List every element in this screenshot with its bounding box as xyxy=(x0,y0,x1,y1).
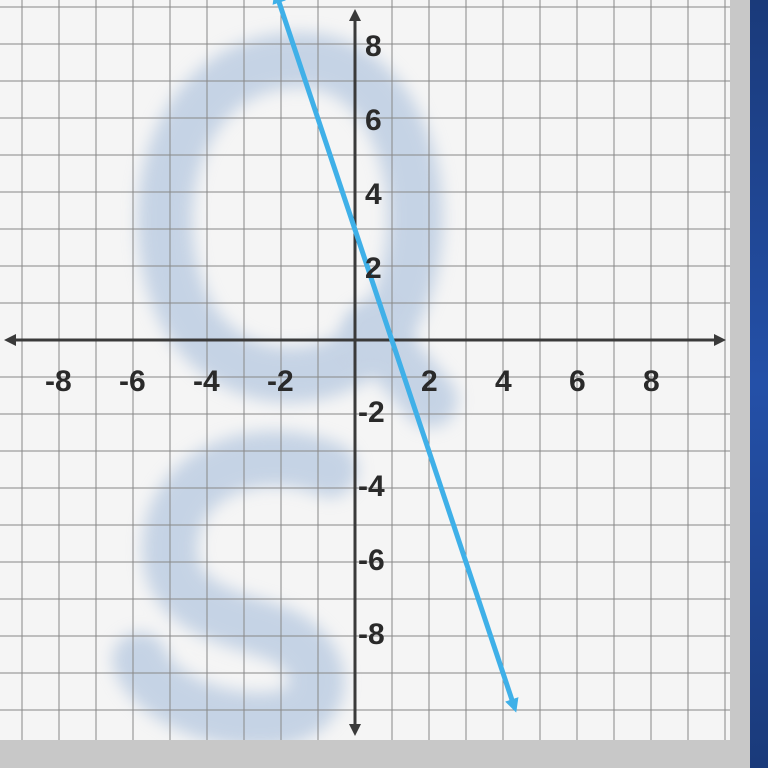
y-tick-n2: -2 xyxy=(358,396,385,430)
coordinate-plane: 8 6 4 2 -2 -4 -6 -8 -8 -6 -4 -2 2 4 6 8 xyxy=(0,0,730,740)
x-tick-6: 6 xyxy=(569,365,586,399)
y-tick-2: 2 xyxy=(365,252,382,286)
x-tick-8: 8 xyxy=(643,365,660,399)
x-tick-4: 4 xyxy=(495,365,512,399)
y-tick-n4: -4 xyxy=(358,470,385,504)
y-tick-n8: -8 xyxy=(358,618,385,652)
x-tick-n2: -2 xyxy=(267,365,294,399)
y-tick-n6: -6 xyxy=(358,544,385,578)
y-tick-8: 8 xyxy=(365,30,382,64)
y-tick-6: 6 xyxy=(365,104,382,138)
plotted-line xyxy=(277,0,514,706)
y-tick-4: 4 xyxy=(365,178,382,212)
side-accent-bar xyxy=(750,0,768,768)
x-tick-n8: -8 xyxy=(45,365,72,399)
x-tick-n4: -4 xyxy=(193,365,220,399)
x-tick-2: 2 xyxy=(421,365,438,399)
x-tick-n6: -6 xyxy=(119,365,146,399)
